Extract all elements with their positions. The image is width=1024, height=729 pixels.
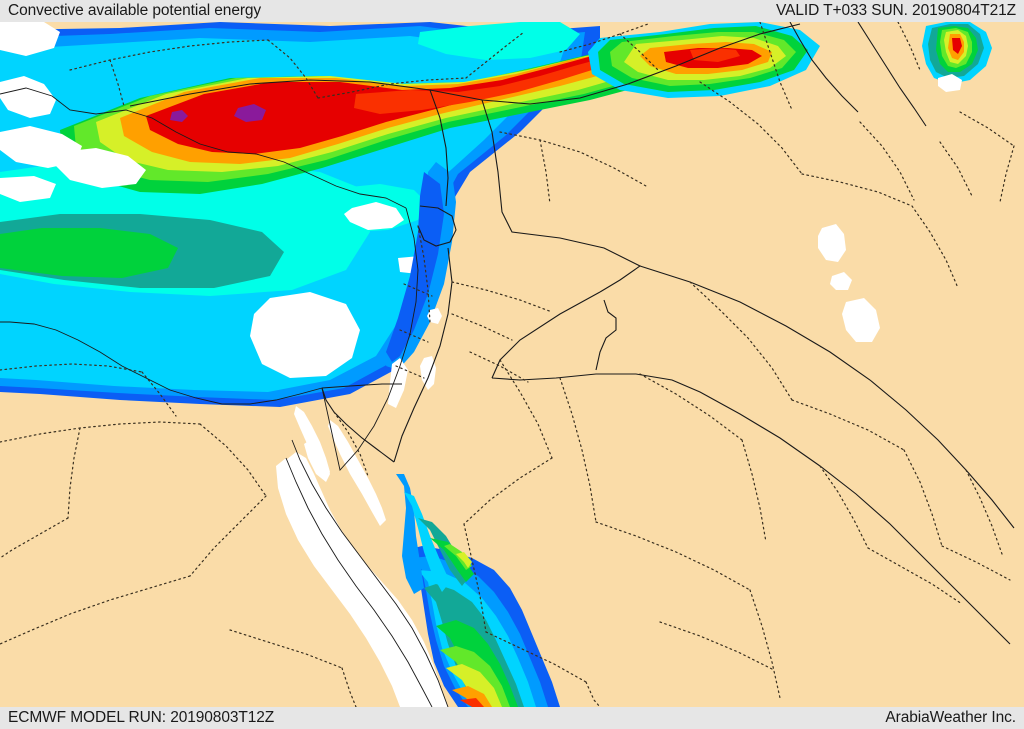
cape-field-levant-coast (386, 162, 456, 370)
valid-time-label: VALID T+033 SUN. 20190804T21Z (776, 2, 1016, 19)
international-borders (129, 22, 1015, 645)
cape-field-mediterranean (0, 22, 820, 407)
provider-label: ArabiaWeather Inc. (885, 709, 1016, 726)
model-run-label: ECMWF MODEL RUN: 20190803T12Z (8, 709, 275, 726)
subnational-borders (0, 22, 1015, 707)
map-canvas[interactable] (0, 22, 1024, 707)
coastlines (0, 87, 449, 707)
cape-field-iraq-cell (922, 22, 992, 84)
footer-bar: ECMWF MODEL RUN: 20190803T12Z ArabiaWeat… (0, 707, 1024, 729)
map-title: Convective available potential energy (8, 2, 262, 19)
cape-field-red-sea (396, 474, 560, 707)
cape-field-svg (0, 22, 1024, 707)
header-bar: Convective available potential energy VA… (0, 0, 1024, 22)
water-bodies (0, 22, 962, 707)
